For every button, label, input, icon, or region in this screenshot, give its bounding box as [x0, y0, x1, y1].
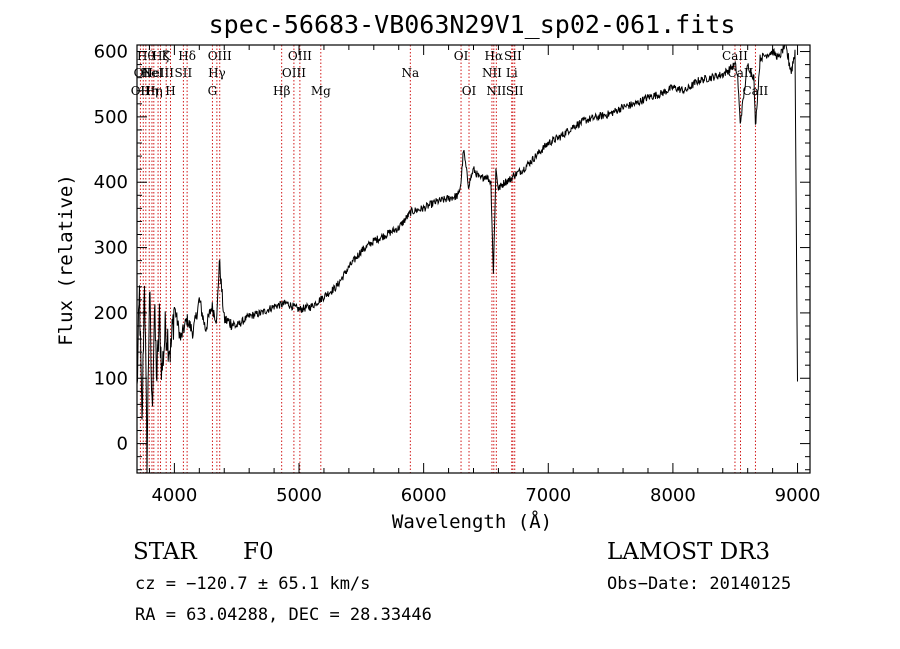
- line-marker-label-17: OIII: [288, 49, 312, 63]
- line-marker-label-18: Mg: [311, 84, 331, 98]
- line-marker-label-21: OI: [462, 84, 477, 98]
- line-marker-label-6: NeIII: [142, 66, 174, 80]
- line-marker-label-1: OII: [134, 66, 154, 80]
- chart-title: spec-56683-VB063N29V1_sp02-061.fits: [209, 10, 736, 39]
- x-axis-label: Wavelength (Å): [392, 510, 552, 533]
- y-tick-label-1: 100: [94, 368, 128, 389]
- line-marker-label-22: NII: [482, 66, 502, 80]
- line-marker-label-27: SII: [506, 84, 524, 98]
- line-marker-label-16: OIII: [282, 66, 306, 80]
- x-tick-label-5: 9000: [775, 485, 821, 506]
- line-marker-label-10: SII: [175, 66, 193, 80]
- line-marker-label-13: Hγ: [208, 66, 226, 80]
- x-axis-ticks: 4000 5000 6000 7000 8000 9000: [148, 45, 821, 506]
- y-tick-label-6: 600: [94, 42, 128, 63]
- y-tick-label-5: 500: [94, 107, 128, 128]
- line-marker-label-8: K: [162, 49, 172, 63]
- line-marker-label-11: Hδ: [178, 49, 196, 63]
- y-tick-label-0: 0: [117, 434, 128, 455]
- line-marker-label-7: Hζ: [152, 49, 169, 63]
- line-marker-label-23: Hα: [485, 49, 504, 63]
- coordinates: RA = 63.04288, DEC = 28.33446: [135, 605, 432, 625]
- x-tick-label-4: 8000: [650, 485, 696, 506]
- line-marker-label-2: Hθ: [137, 49, 155, 63]
- line-marker-label-4: HeI: [141, 66, 164, 80]
- object-class: STAR: [133, 539, 197, 565]
- line-marker-label-25: Li: [506, 66, 518, 80]
- redshift-text: cz = −120.7 ± 65.1 km/s: [135, 574, 370, 594]
- line-marker-label-28: CaII: [722, 49, 748, 63]
- spectrum-line: [136, 44, 798, 474]
- line-marker-label-12: G: [208, 84, 218, 98]
- line-marker-label-9: H: [165, 84, 175, 98]
- plot-frame: [136, 44, 811, 474]
- y-tick-label-3: 300: [94, 238, 128, 259]
- x-tick-label-1: 5000: [276, 485, 322, 506]
- x-tick-label-3: 7000: [525, 485, 571, 506]
- spectral-subclass: F0: [243, 539, 274, 565]
- line-marker-labels: OIIOIIHθHηHeIHηNeIIIHζKHSIIHδGHγOIIIHβOI…: [131, 49, 769, 98]
- obs-date: Obs−Date: 20140125: [607, 574, 791, 594]
- line-marker-label-26: SII: [504, 49, 522, 63]
- line-marker-label-3: Hη: [140, 84, 158, 98]
- line-marker-label-14: OIII: [208, 49, 232, 63]
- y-axis-label: Flux (relative): [55, 174, 77, 346]
- x-tick-label-0: 4000: [151, 485, 197, 506]
- y-axis-ticks: 0 100 200 300 400 500 600: [94, 42, 810, 471]
- line-marker-label-15: Hβ: [273, 84, 290, 98]
- line-marker-label-30: CaII: [742, 84, 768, 98]
- line-markers: [139, 45, 756, 473]
- y-tick-label-2: 200: [94, 303, 128, 324]
- survey-name: LAMOST DR3: [607, 539, 770, 565]
- line-marker-label-20: OI: [454, 49, 469, 63]
- line-marker-label-24: NII: [486, 84, 506, 98]
- spectrum-series: [136, 44, 798, 474]
- line-marker-label-5: Hη: [145, 84, 163, 98]
- y-tick-label-4: 400: [94, 172, 128, 193]
- x-tick-label-2: 6000: [401, 485, 447, 506]
- line-marker-label-19: Na: [401, 66, 419, 80]
